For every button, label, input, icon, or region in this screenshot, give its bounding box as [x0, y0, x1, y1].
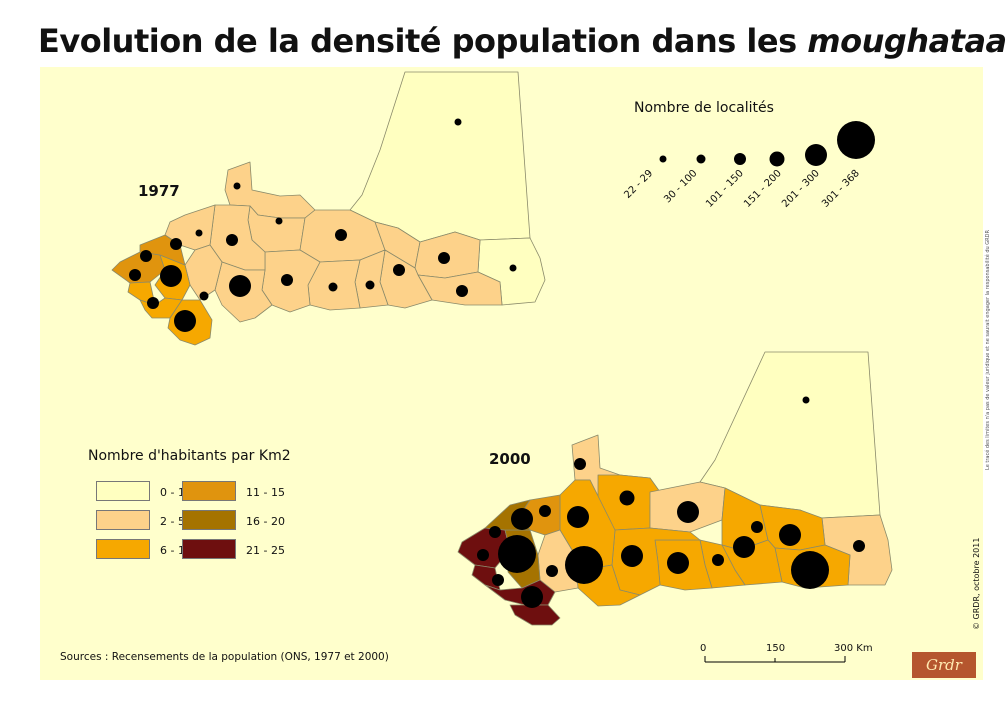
locality-symbol [454, 118, 462, 126]
locality-symbol [477, 549, 489, 561]
locality-symbol [779, 524, 801, 546]
locality-symbol [574, 458, 586, 470]
locality-symbol [667, 552, 689, 574]
scale-tick-300: 300 Km [834, 643, 873, 654]
size-legend-symbol [769, 151, 785, 167]
locality-symbol [791, 551, 829, 589]
locality-symbol [199, 291, 209, 301]
locality-symbol [853, 540, 865, 552]
locality-symbol [365, 280, 375, 290]
locality-symbol [328, 282, 338, 292]
grdr-logo: Grdr [912, 652, 976, 678]
legend-label-1: 2 - 5 [160, 515, 185, 528]
locality-symbol [438, 252, 450, 264]
legend-swatch-5 [182, 539, 236, 559]
region-1977-north [349, 71, 531, 243]
page-title: Evolution de la densité population dans … [38, 22, 1006, 60]
locality-symbol [170, 238, 182, 250]
legend-label-4: 16 - 20 [246, 515, 285, 528]
map-panel [40, 67, 983, 680]
size-legend-symbol [734, 153, 746, 165]
sources-note: Sources : Recensements de la population … [60, 651, 389, 663]
locality-symbol [677, 501, 699, 523]
map-year-2000: 2000 [489, 450, 531, 468]
legend-swatch-3 [182, 481, 236, 501]
copyright-note: © GRDR, octobre 2011 [972, 537, 981, 630]
density-legend-title: Nombre d'habitants par Km2 [88, 448, 291, 464]
legend-swatch-2 [96, 539, 150, 559]
region-2000-south [509, 604, 561, 626]
size-legend-title: Nombre de localités [634, 100, 774, 116]
scale-tick-0: 0 [700, 643, 707, 654]
locality-symbol [712, 554, 724, 566]
locality-symbol [335, 229, 347, 241]
locality-symbol [802, 396, 810, 404]
locality-symbol [275, 217, 283, 225]
map-year-1977: 1977 [138, 182, 180, 200]
legend-label-0: 0 - 1 [160, 486, 185, 499]
title-main: Evolution de la densité population dans … [38, 22, 797, 60]
legend-swatch-1 [96, 510, 150, 530]
locality-symbol [174, 310, 196, 332]
scale-tick-150: 150 [766, 643, 786, 654]
symbols-2000 [477, 396, 865, 608]
size-legend-symbol [659, 155, 667, 163]
locality-symbol [619, 490, 635, 506]
disclaimer-note: Le tracé des limites n'a pas de valeur j… [985, 230, 991, 470]
legend-swatch-0 [96, 481, 150, 501]
locality-symbol [456, 285, 468, 297]
locality-symbol [751, 521, 763, 533]
locality-symbol [546, 565, 558, 577]
map-1977 [111, 71, 546, 346]
scale-bar [704, 656, 846, 663]
size-legend-symbols [659, 121, 875, 167]
locality-symbol [565, 546, 603, 584]
size-legend-symbol [696, 154, 706, 164]
locality-symbol [567, 506, 589, 528]
title-italic: moughataa [807, 22, 1006, 60]
legend-label-3: 11 - 15 [246, 486, 285, 499]
locality-symbol [281, 274, 293, 286]
locality-symbol [129, 269, 141, 281]
locality-symbol [489, 526, 501, 538]
locality-symbol [498, 535, 536, 573]
map-2000 [457, 351, 893, 626]
locality-symbol [511, 508, 533, 530]
locality-symbol [733, 536, 755, 558]
locality-symbol [621, 545, 643, 567]
legend-swatch-4 [182, 510, 236, 530]
locality-symbol [229, 275, 251, 297]
locality-symbol [509, 264, 517, 272]
size-legend-symbol [805, 144, 827, 166]
locality-symbol [195, 229, 203, 237]
size-legend-symbol [837, 121, 875, 159]
symbols-1977 [129, 118, 517, 332]
locality-symbol [492, 574, 504, 586]
locality-symbol [226, 234, 238, 246]
locality-symbol [539, 505, 551, 517]
locality-symbol [233, 182, 241, 190]
locality-symbol [140, 250, 152, 262]
maps-canvas [111, 71, 893, 663]
locality-symbol [393, 264, 405, 276]
locality-symbol [147, 297, 159, 309]
legend-label-5: 21 - 25 [246, 544, 285, 557]
locality-symbol [160, 265, 182, 287]
locality-symbol [521, 586, 543, 608]
